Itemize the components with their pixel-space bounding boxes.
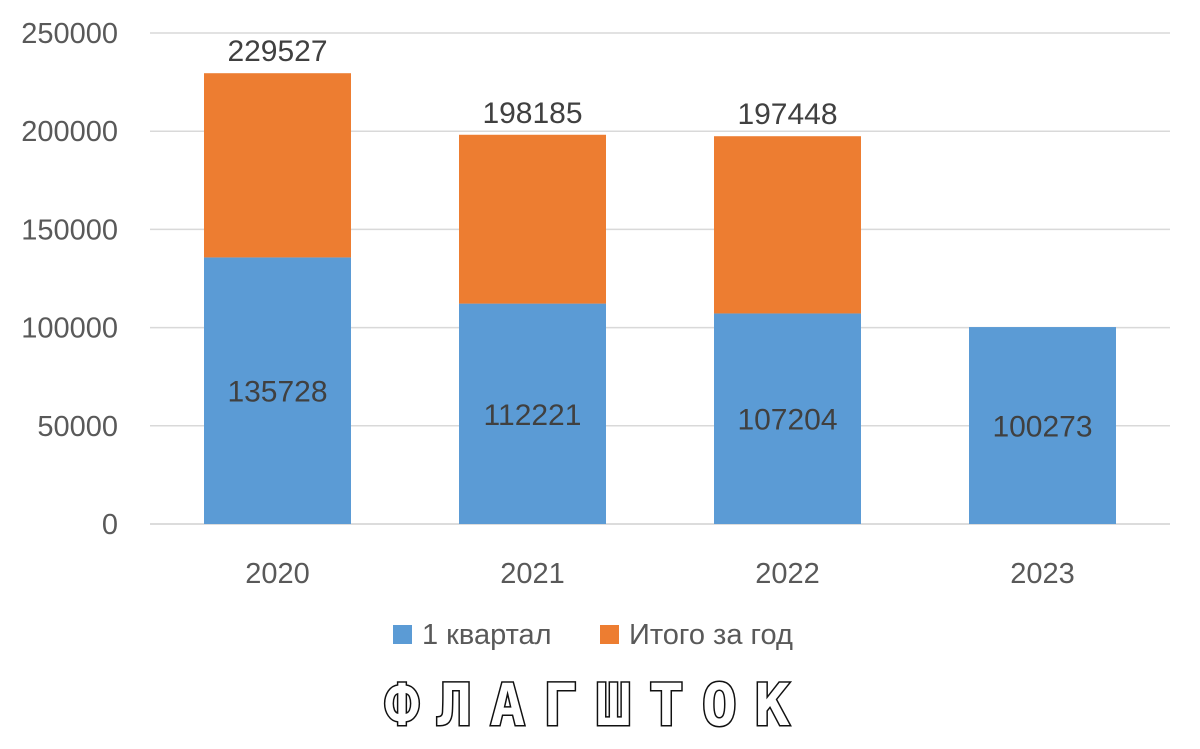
bar-segment-q1-2023	[969, 327, 1116, 524]
y-tick-label: 250000	[21, 18, 118, 50]
data-label-q1: 135728	[227, 376, 327, 409]
y-tick-label: 0	[102, 509, 118, 541]
data-label-total: 229527	[227, 35, 327, 68]
x-tick-label: 2022	[755, 558, 820, 590]
bar-segment-q1-2022	[714, 313, 861, 524]
bar-segment-year-total-2022	[714, 136, 861, 314]
bar-segment-q1-2020	[204, 257, 351, 524]
data-label-q1: 107204	[737, 404, 837, 437]
y-tick-label: 200000	[21, 116, 118, 148]
axes: 0 50000 100000 150000 200000 250000 2020 2021 20…	[21, 18, 1075, 590]
data-label-total: 198185	[482, 97, 582, 130]
y-tick-label: 100000	[21, 313, 118, 345]
data-labels: 135728 229527 112221 198185 107204 197448 1002…	[227, 35, 1092, 443]
watermark-logo: ФЛАГШТОК	[384, 671, 807, 739]
bar-segment-year-total-2021	[459, 134, 606, 304]
data-label-q1: 100273	[992, 411, 1092, 444]
data-label-q1: 112221	[484, 399, 582, 432]
x-tick-label: 2020	[245, 558, 310, 590]
legend: 1 квартал Итого за год	[393, 619, 793, 651]
legend-label: 1 квартал	[422, 619, 552, 651]
data-label-total: 197448	[737, 98, 837, 131]
bars	[204, 73, 1116, 524]
legend-swatch	[393, 625, 412, 644]
x-tick-label: 2023	[1010, 558, 1075, 590]
bar-segment-q1-2021	[459, 303, 606, 524]
bar-segment-year-total-2020	[204, 73, 351, 258]
legend-swatch	[600, 625, 619, 644]
y-tick-label: 150000	[21, 214, 118, 246]
y-tick-label: 50000	[37, 411, 118, 443]
x-tick-label: 2021	[500, 558, 565, 590]
legend-label: Итого за год	[629, 619, 793, 651]
